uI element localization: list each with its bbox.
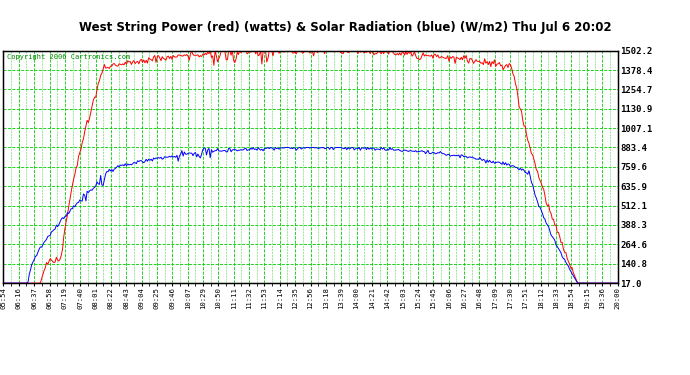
Text: West String Power (red) (watts) & Solar Radiation (blue) (W/m2) Thu Jul 6 20:02: West String Power (red) (watts) & Solar … [79,21,611,34]
Text: Copyright 2006 Cartronics.com: Copyright 2006 Cartronics.com [6,54,130,60]
